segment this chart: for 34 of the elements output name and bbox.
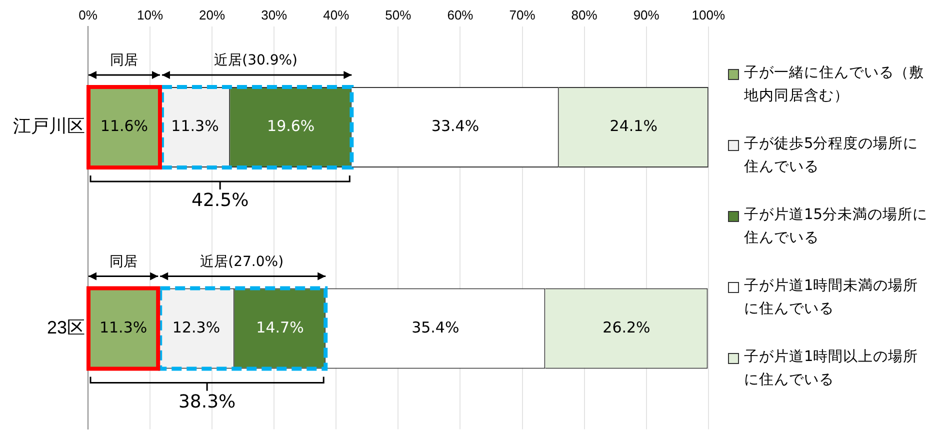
text: 26.2% [602, 318, 650, 336]
x-tick-label: 70% [509, 7, 536, 22]
text: 子が片道1時間未満の場所に住んでいる [744, 277, 920, 319]
annotation: 近居(30.9%) [214, 52, 298, 69]
text: 12.3% [172, 318, 220, 336]
text: 11.6% [100, 117, 148, 136]
annotation: 38.3% [178, 391, 236, 412]
x-tick-label: 30% [261, 7, 288, 22]
legend-label: 子が片道1時間以上の場所に住んでいる [744, 348, 920, 390]
x-tick-label: 50% [385, 7, 412, 22]
text: 19.6% [267, 117, 315, 136]
legend-label: 子が片道15分未満の場所に住んでいる [744, 206, 928, 248]
text: 33.4% [431, 117, 480, 136]
annotation: 同居 [109, 254, 138, 270]
text: 11.3% [171, 117, 219, 136]
x-tick-label: 100% [692, 7, 726, 22]
legend-label: 子が一緒に住んでいる（敷地内同居含む） [744, 64, 925, 106]
x-tick-label: 20% [199, 7, 226, 22]
text: 14.7% [256, 318, 304, 336]
text: 24.1% [610, 117, 658, 136]
x-tick-label: 0% [78, 7, 98, 22]
annotation: 同居 [110, 52, 138, 69]
text: 子が徒歩5分程度の場所に住んでいる [744, 134, 920, 177]
text: 11.3% [99, 318, 148, 336]
y-tick-label: 23区 [46, 318, 85, 338]
x-tick-label: 90% [633, 7, 660, 22]
x-tick-label: 10% [137, 7, 164, 22]
text: 35.4% [412, 318, 460, 336]
annotation: 42.5% [191, 190, 249, 212]
annotation: 近居(27.0%) [200, 254, 284, 270]
y-tick-label: 江戸川区 [13, 116, 85, 136]
x-tick-label: 40% [323, 7, 350, 22]
x-tick-label: 80% [571, 7, 598, 22]
x-tick-label: 60% [447, 7, 474, 22]
